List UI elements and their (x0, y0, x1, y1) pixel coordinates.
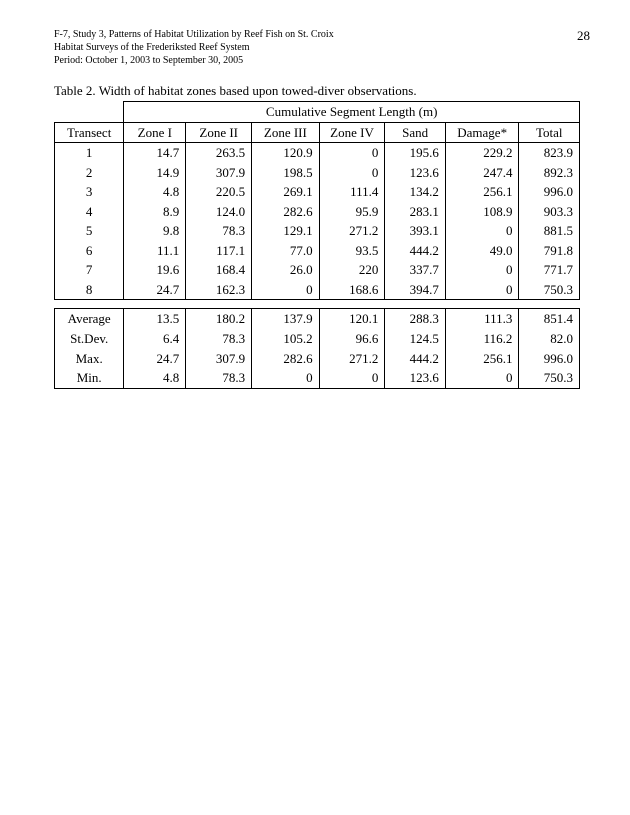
table-row: 6 11.1 117.1 77.0 93.5 444.2 49.0 791.8 (55, 241, 580, 261)
table-spacer (55, 300, 580, 309)
table-caption: Table 2. Width of habitat zones based up… (54, 83, 580, 99)
header-line-1: F-7, Study 3, Patterns of Habitat Utiliz… (54, 28, 580, 41)
col-zone4: Zone IV (319, 122, 385, 143)
col-transect: Transect (55, 122, 124, 143)
habitat-table: Cumulative Segment Length (m) Transect Z… (54, 101, 580, 389)
table-row: 8 24.7 162.3 0 168.6 394.7 0 750.3 (55, 280, 580, 300)
col-damage: Damage* (445, 122, 519, 143)
stat-row-stdev: St.Dev. 6.4 78.3 105.2 96.6 124.5 116.2 … (55, 329, 580, 349)
super-header: Cumulative Segment Length (m) (124, 102, 580, 123)
col-zone3: Zone III (252, 122, 320, 143)
stat-row-max: Max. 24.7 307.9 282.6 271.2 444.2 256.1 … (55, 349, 580, 369)
col-zone2: Zone II (186, 122, 252, 143)
col-sand: Sand (385, 122, 446, 143)
table-row: 1 14.7 263.5 120.9 0 195.6 229.2 823.9 (55, 143, 580, 163)
col-total: Total (519, 122, 580, 143)
table-row: 5 9.8 78.3 129.1 271.2 393.1 0 881.5 (55, 221, 580, 241)
table-row: 3 4.8 220.5 269.1 111.4 134.2 256.1 996.… (55, 182, 580, 202)
col-zone1: Zone I (124, 122, 186, 143)
stat-row-min: Min. 4.8 78.3 0 0 123.6 0 750.3 (55, 368, 580, 388)
page-number: 28 (577, 28, 590, 44)
header-line-3: Period: October 1, 2003 to September 30,… (54, 54, 580, 67)
table-row: 7 19.6 168.4 26.0 220 337.7 0 771.7 (55, 260, 580, 280)
table-row: 2 14.9 307.9 198.5 0 123.6 247.4 892.3 (55, 163, 580, 183)
header-line-2: Habitat Surveys of the Frederiksted Reef… (54, 41, 580, 54)
page-header: F-7, Study 3, Patterns of Habitat Utiliz… (54, 28, 580, 67)
stat-row-average: Average 13.5 180.2 137.9 120.1 288.3 111… (55, 309, 580, 329)
table-row: 4 8.9 124.0 282.6 95.9 283.1 108.9 903.3 (55, 202, 580, 222)
